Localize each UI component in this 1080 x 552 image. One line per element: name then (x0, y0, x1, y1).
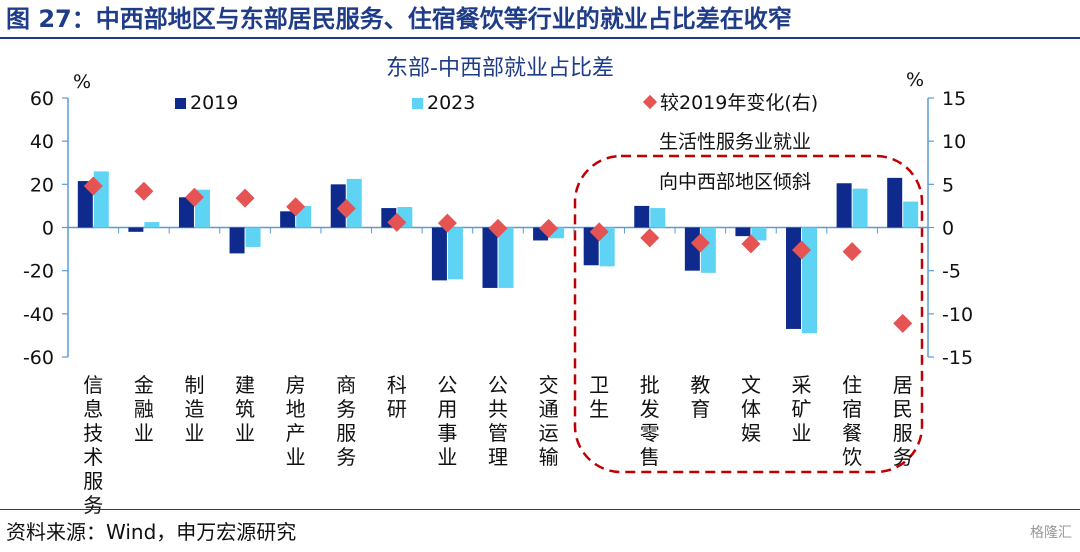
category-label: 建筑业 (235, 373, 255, 445)
bar-2023 (144, 222, 160, 228)
left-tick-label: 0 (42, 218, 54, 240)
right-tick-label: 15 (942, 88, 966, 110)
change-marker (387, 212, 407, 232)
right-tick-label: 0 (942, 218, 954, 240)
category-label: 信息技术服务 (83, 373, 103, 517)
source-divider (0, 509, 1080, 510)
bar-2023 (549, 227, 565, 239)
bar-2019 (431, 227, 447, 281)
highlight-circle (573, 154, 924, 474)
change-marker (893, 313, 913, 333)
legend-swatch-2019 (175, 98, 186, 109)
bar-2023 (852, 188, 868, 228)
category-label: 金融业 (134, 373, 154, 445)
bar-2019 (77, 181, 93, 228)
left-tick-label: 40 (30, 131, 54, 153)
right-tick-label: -5 (942, 261, 961, 283)
category-label: 文体娱 (741, 373, 761, 445)
bar-2023 (903, 201, 919, 228)
category-label: 公用事业 (437, 373, 457, 469)
chart-title: 东部-中西部就业占比差 (386, 56, 614, 81)
bar-2019 (482, 227, 498, 288)
right-tick-label: -10 (942, 304, 973, 326)
category-label: 交通运输 (539, 373, 559, 469)
change-marker (690, 233, 710, 253)
bar-2019 (128, 227, 144, 232)
category-label: 居民服务 (893, 373, 913, 469)
left-tick-label: -20 (23, 261, 54, 283)
bar-2019 (786, 227, 802, 329)
left-tick-label: 60 (30, 88, 54, 110)
change-marker (134, 181, 154, 201)
change-marker (83, 176, 103, 196)
bar-2019 (735, 227, 751, 237)
bar-2019 (634, 205, 650, 228)
left-tick-label: -60 (23, 347, 54, 369)
category-label: 公共管理 (488, 373, 508, 469)
change-marker (539, 218, 559, 238)
change-marker (741, 234, 761, 254)
bar-2019 (178, 197, 194, 228)
category-label: 采矿业 (792, 373, 812, 445)
change-marker (437, 213, 457, 233)
bar-2019 (280, 211, 296, 228)
left-axis-unit: % (73, 71, 91, 93)
change-marker (488, 218, 508, 238)
right-axis-unit: % (906, 69, 924, 91)
watermark: 格隆汇 (1030, 525, 1072, 541)
change-marker (792, 240, 812, 260)
change-marker (640, 228, 660, 248)
right-tick-label: 10 (942, 131, 966, 153)
legend-label-2019: 2019 (190, 92, 238, 114)
bar-2019 (887, 177, 903, 228)
left-tick-label: 20 (30, 174, 54, 196)
source-note: 资料来源：Wind，申万宏源研究 (6, 520, 297, 544)
category-label: 住宿餐饮 (842, 373, 862, 469)
annotation-line-2: 向中西部地区倾斜 (659, 171, 811, 193)
left-tick-label: -40 (23, 304, 54, 326)
legend-swatch-change (642, 94, 658, 110)
bar-2019 (229, 227, 245, 254)
change-marker (235, 188, 255, 208)
category-label: 教育 (690, 373, 710, 421)
legend-swatch-2023 (412, 98, 423, 109)
category-label: 商务服务 (336, 373, 356, 469)
bar-2019 (836, 183, 852, 228)
change-marker (336, 199, 356, 219)
change-marker (842, 242, 862, 262)
bar-2023 (498, 227, 514, 288)
legend-label-2023: 2023 (427, 92, 475, 114)
bar-2023 (751, 227, 767, 241)
bar-2019 (330, 184, 346, 228)
bar-2023 (245, 227, 261, 247)
figure-title: 图 27：中西部地区与东部居民服务、住宿餐饮等行业的就业占比差在收窄 (6, 5, 792, 33)
category-label: 批发零售 (640, 373, 660, 469)
category-label: 房地产业 (286, 373, 306, 469)
category-label: 卫生 (589, 373, 609, 421)
annotation-line-1: 生活性服务业就业 (659, 131, 811, 153)
legend-label-change: 较2019年变化(右) (660, 92, 818, 114)
bar-2023 (346, 178, 362, 228)
category-label: 科研 (387, 373, 407, 421)
right-tick-label: 5 (942, 174, 954, 196)
change-marker (589, 222, 609, 242)
category-label: 制造业 (184, 373, 204, 445)
title-divider (0, 37, 1080, 39)
bar-2023 (599, 227, 615, 267)
change-marker (286, 197, 306, 217)
change-marker (184, 187, 204, 207)
bar-2023 (650, 208, 666, 228)
right-tick-label: -15 (942, 347, 973, 369)
bar-2023 (447, 227, 463, 280)
bar-2023 (700, 227, 716, 273)
